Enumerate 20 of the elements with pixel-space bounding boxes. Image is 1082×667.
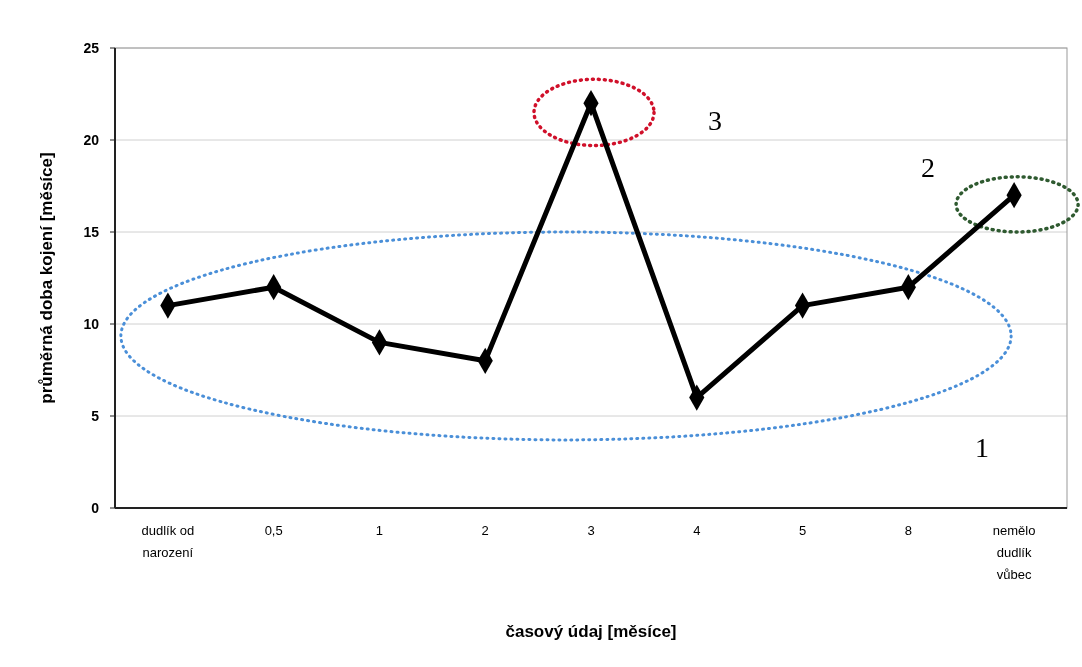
x-tick-label: 2 bbox=[481, 523, 489, 538]
x-tick-label: 1 bbox=[375, 523, 384, 538]
x-tick-label: 5 bbox=[798, 523, 807, 538]
y-tick-label: 0 bbox=[91, 499, 100, 516]
x-tick-label: nemělo dudlík vůbec bbox=[992, 523, 1036, 582]
y-axis-title: průměrná doba kojení [měsíce] bbox=[37, 152, 56, 404]
x-tick-label: 3 bbox=[587, 523, 595, 538]
annotation: 2 bbox=[921, 151, 935, 183]
x-tick-label: 4 bbox=[693, 523, 701, 538]
y-tick-label: 25 bbox=[83, 39, 100, 56]
y-tick-label: 5 bbox=[91, 407, 100, 424]
x-tick-label: 0,5 bbox=[264, 523, 283, 538]
annotation: 3 bbox=[708, 104, 722, 136]
x-tick-label: 8 bbox=[904, 523, 912, 538]
x-tick-label: dudlík od narození bbox=[141, 523, 195, 560]
annotation: 1 bbox=[975, 431, 989, 463]
y-tick-label: 10 bbox=[83, 315, 100, 332]
y-tick-label: 15 bbox=[83, 223, 100, 240]
x-axis-title: časový údaj [měsíce] bbox=[505, 622, 677, 641]
y-tick-label: 20 bbox=[83, 131, 100, 148]
